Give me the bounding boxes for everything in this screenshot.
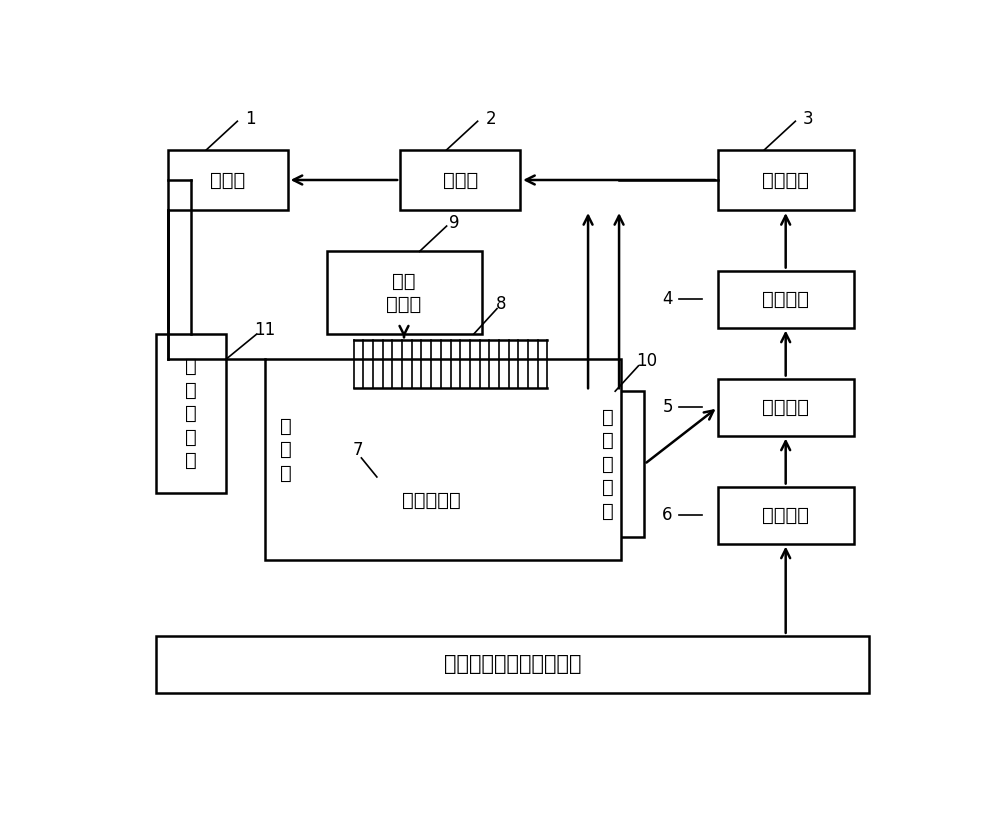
Text: 隔直电路: 隔直电路 — [762, 506, 809, 525]
Text: 4: 4 — [662, 290, 673, 308]
Bar — [156, 334, 226, 493]
Bar — [718, 271, 854, 328]
Text: 5: 5 — [662, 398, 673, 416]
Bar — [718, 487, 854, 544]
Text: 9: 9 — [449, 214, 460, 232]
Bar — [400, 150, 520, 210]
Text: 10: 10 — [636, 351, 657, 370]
Text: 1: 1 — [245, 111, 256, 129]
Text: 6: 6 — [662, 506, 673, 524]
Text: 闸门电路: 闸门电路 — [762, 171, 809, 190]
Text: 里
程
编
码
器: 里 程 编 码 器 — [185, 357, 197, 470]
Text: 8: 8 — [496, 295, 506, 314]
Text: 放大电路: 放大电路 — [762, 398, 809, 417]
Text: 工控机: 工控机 — [210, 171, 245, 190]
Bar — [326, 252, 482, 334]
Bar — [718, 379, 854, 436]
Text: 被测铁磁性工件（钢轨）: 被测铁磁性工件（钢轨） — [444, 654, 581, 674]
Text: 传感器阵列: 传感器阵列 — [402, 492, 460, 511]
Text: 采集卡: 采集卡 — [443, 171, 478, 190]
Bar — [168, 150, 288, 210]
Bar — [571, 391, 644, 537]
Text: 2: 2 — [485, 111, 496, 129]
Bar — [354, 477, 509, 525]
Text: 位
移
传
感
器: 位 移 传 感 器 — [602, 408, 613, 521]
Text: 磁
化
器: 磁 化 器 — [280, 417, 292, 483]
Bar — [264, 360, 621, 559]
Bar — [718, 150, 854, 210]
Text: 7: 7 — [352, 441, 363, 460]
Text: 3: 3 — [803, 111, 814, 129]
Text: 11: 11 — [254, 321, 275, 338]
Text: 滤波电路: 滤波电路 — [762, 290, 809, 309]
Bar — [156, 636, 869, 693]
Text: 直流
激励源: 直流 激励源 — [386, 271, 422, 314]
